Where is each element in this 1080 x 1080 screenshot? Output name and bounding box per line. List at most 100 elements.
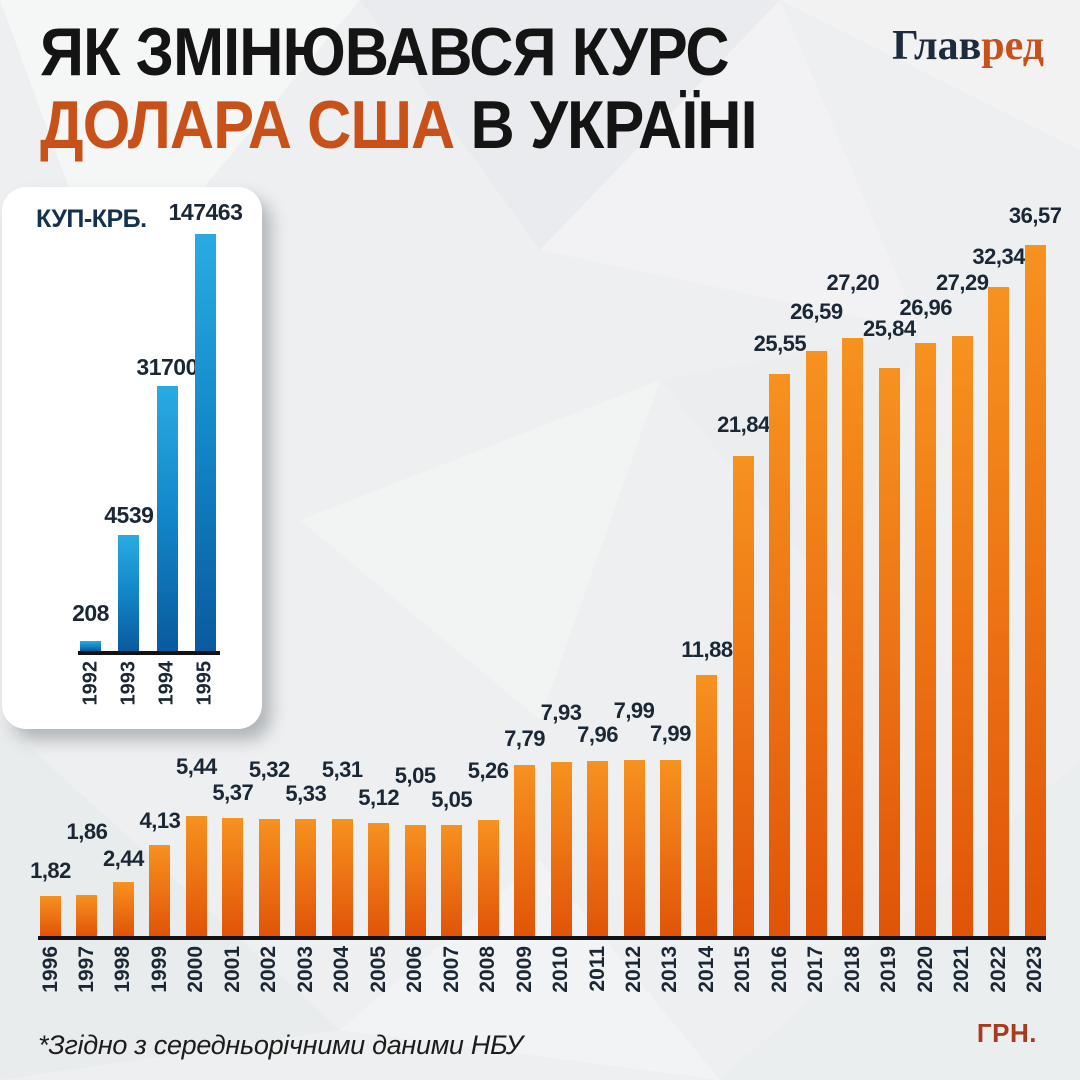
inset-chart-plot: 208 1992 4539 1993 31700 1994 147463 1995 [72, 199, 243, 706]
inset-chart-axis-line [78, 651, 220, 655]
bar-value-2006: 5,05 [394, 763, 436, 788]
footnote: *Згідно з середньорічними даними НБУ [38, 1030, 523, 1060]
bar-column-2015: 21,84 2015 [717, 200, 770, 993]
bar-value-2001: 5,37 [212, 780, 254, 805]
bar-value-2007: 5,05 [431, 787, 473, 812]
bar-2007 [441, 825, 463, 936]
bar-value-2017: 26,59 [790, 299, 843, 324]
page-title: ЯК ЗМІНЮВАВСЯ КУРС ДОЛАРА США В УКРАЇНІ [40, 14, 758, 163]
bar-value-1996: 1,82 [30, 858, 71, 883]
bar-2015 [732, 456, 754, 936]
bar-column-2023: 36,57 2023 [1009, 200, 1062, 993]
main-chart-plot: 1,82 1996 1,86 1997 2,44 1998 4,13 1999 5,44 2000… [30, 200, 1062, 993]
bar-value-1992: 208 [72, 600, 109, 626]
logo-part-glav: Глав [892, 23, 982, 69]
bar-2002 [258, 819, 280, 936]
year-label-2003: 2003 [293, 946, 317, 993]
year-label-2016: 2016 [767, 946, 791, 993]
year-label-2021: 2021 [950, 946, 974, 993]
bar-value-2003: 5,33 [285, 781, 327, 806]
bar-column-2020: 26,96 2020 [899, 200, 952, 993]
bar-column-2007: 5,05 2007 [431, 200, 472, 993]
year-label-2014: 2014 [694, 946, 718, 993]
bar-2018 [842, 338, 864, 936]
year-label-2001: 2001 [220, 946, 244, 993]
bar-column-1995: 147463 1995 [169, 199, 243, 706]
year-label-2019: 2019 [877, 946, 901, 993]
bar-column-1992: 208 1992 [72, 221, 109, 706]
year-label-2022: 2022 [986, 946, 1010, 993]
page-title-accent: ДОЛАРА США [40, 86, 455, 163]
bar-column-2018: 27,20 2018 [827, 200, 880, 993]
page-title-line2: ДОЛАРА США В УКРАЇНІ [40, 86, 758, 163]
year-label-2017: 2017 [804, 946, 828, 993]
bar-column-2009: 7,79 2009 [504, 200, 545, 993]
bar-2023 [1024, 245, 1046, 936]
bar-2000 [185, 816, 207, 936]
bar-column-2003: 5,33 2003 [285, 200, 326, 993]
bar-value-2004: 5,31 [321, 757, 363, 782]
bar-column-2017: 26,59 2017 [790, 200, 843, 993]
year-label-1997: 1997 [74, 946, 98, 993]
inset-chart-unit-label: КУП-КРБ. [36, 205, 147, 233]
bar-1995 [194, 234, 216, 651]
bar-value-2010: 7,93 [540, 700, 582, 725]
year-label-1998: 1998 [111, 946, 135, 993]
bar-column-1996: 1,82 1996 [30, 200, 71, 993]
bar-value-2022: 32,34 [972, 244, 1025, 269]
bar-column-2004: 5,31 2004 [322, 200, 363, 993]
bar-column-2016: 25,55 2016 [754, 200, 807, 993]
bar-value-2002: 5,32 [248, 757, 290, 782]
bar-value-2012: 7,99 [613, 698, 655, 723]
bar-1999 [149, 845, 171, 936]
bar-2003 [295, 819, 317, 936]
bar-2009 [514, 765, 536, 936]
bar-1996 [40, 896, 61, 936]
bar-column-2001: 5,37 2001 [212, 200, 253, 993]
year-label-2023: 2023 [1023, 946, 1047, 993]
bar-1992 [80, 641, 101, 651]
bar-value-1998: 2,44 [103, 846, 144, 871]
bar-2020 [915, 343, 937, 936]
year-label-2020: 2020 [913, 946, 937, 993]
bar-column-2006: 5,05 2006 [395, 200, 436, 993]
bar-2014 [696, 675, 718, 936]
main-chart-axis-line [38, 936, 1046, 940]
main-chart-unit-label: ГРН. [976, 1018, 1037, 1048]
bar-value-2008: 5,26 [467, 758, 509, 783]
year-label-2005: 2005 [366, 946, 390, 993]
bar-value-2013: 7,99 [650, 721, 691, 746]
logo: Главред [892, 22, 1044, 70]
year-label-2002: 2002 [257, 946, 281, 993]
bar-value-2005: 5,12 [358, 785, 400, 810]
bar-column-1994: 31700 1994 [136, 221, 198, 706]
bar-column-2002: 5,32 2002 [249, 200, 290, 993]
bar-value-2020: 26,96 [899, 295, 953, 320]
bar-column-2010: 7,93 2010 [541, 200, 582, 993]
bar-column-2014: 11,88 2014 [681, 200, 733, 993]
year-label-2010: 2010 [549, 946, 573, 993]
bar-column-2012: 7,99 2012 [614, 200, 655, 993]
bar-value-1995: 147463 [168, 199, 243, 225]
bar-2019 [878, 368, 900, 936]
year-label-2015: 2015 [731, 946, 755, 993]
bar-column-2013: 7,99 2013 [650, 200, 691, 993]
year-label-1999: 1999 [147, 946, 171, 993]
year-label-2007: 2007 [439, 946, 463, 993]
bar-value-2019: 25,84 [863, 316, 916, 341]
bar-value-2014: 11,88 [681, 637, 733, 662]
inset-chart-card: КУП-КРБ. 208 1992 4539 1993 31700 1994 147463 1… [2, 187, 262, 729]
bar-value-2000: 5,44 [175, 754, 217, 779]
bar-value-2023: 36,57 [1008, 203, 1062, 228]
bar-column-2005: 5,12 2005 [358, 200, 399, 993]
page-title-line1: ЯК ЗМІНЮВАВСЯ КУРС [40, 14, 730, 90]
year-label-2000: 2000 [184, 946, 208, 993]
bar-2004 [331, 819, 353, 936]
year-label-2013: 2013 [658, 946, 682, 993]
year-label-2009: 2009 [512, 946, 536, 993]
bar-column-2008: 5,26 2008 [468, 200, 509, 993]
logo-part-red: ред [981, 23, 1044, 69]
bar-column-2021: 27,29 2021 [936, 200, 989, 993]
bar-1993 [118, 535, 140, 651]
bar-2010 [550, 762, 572, 936]
